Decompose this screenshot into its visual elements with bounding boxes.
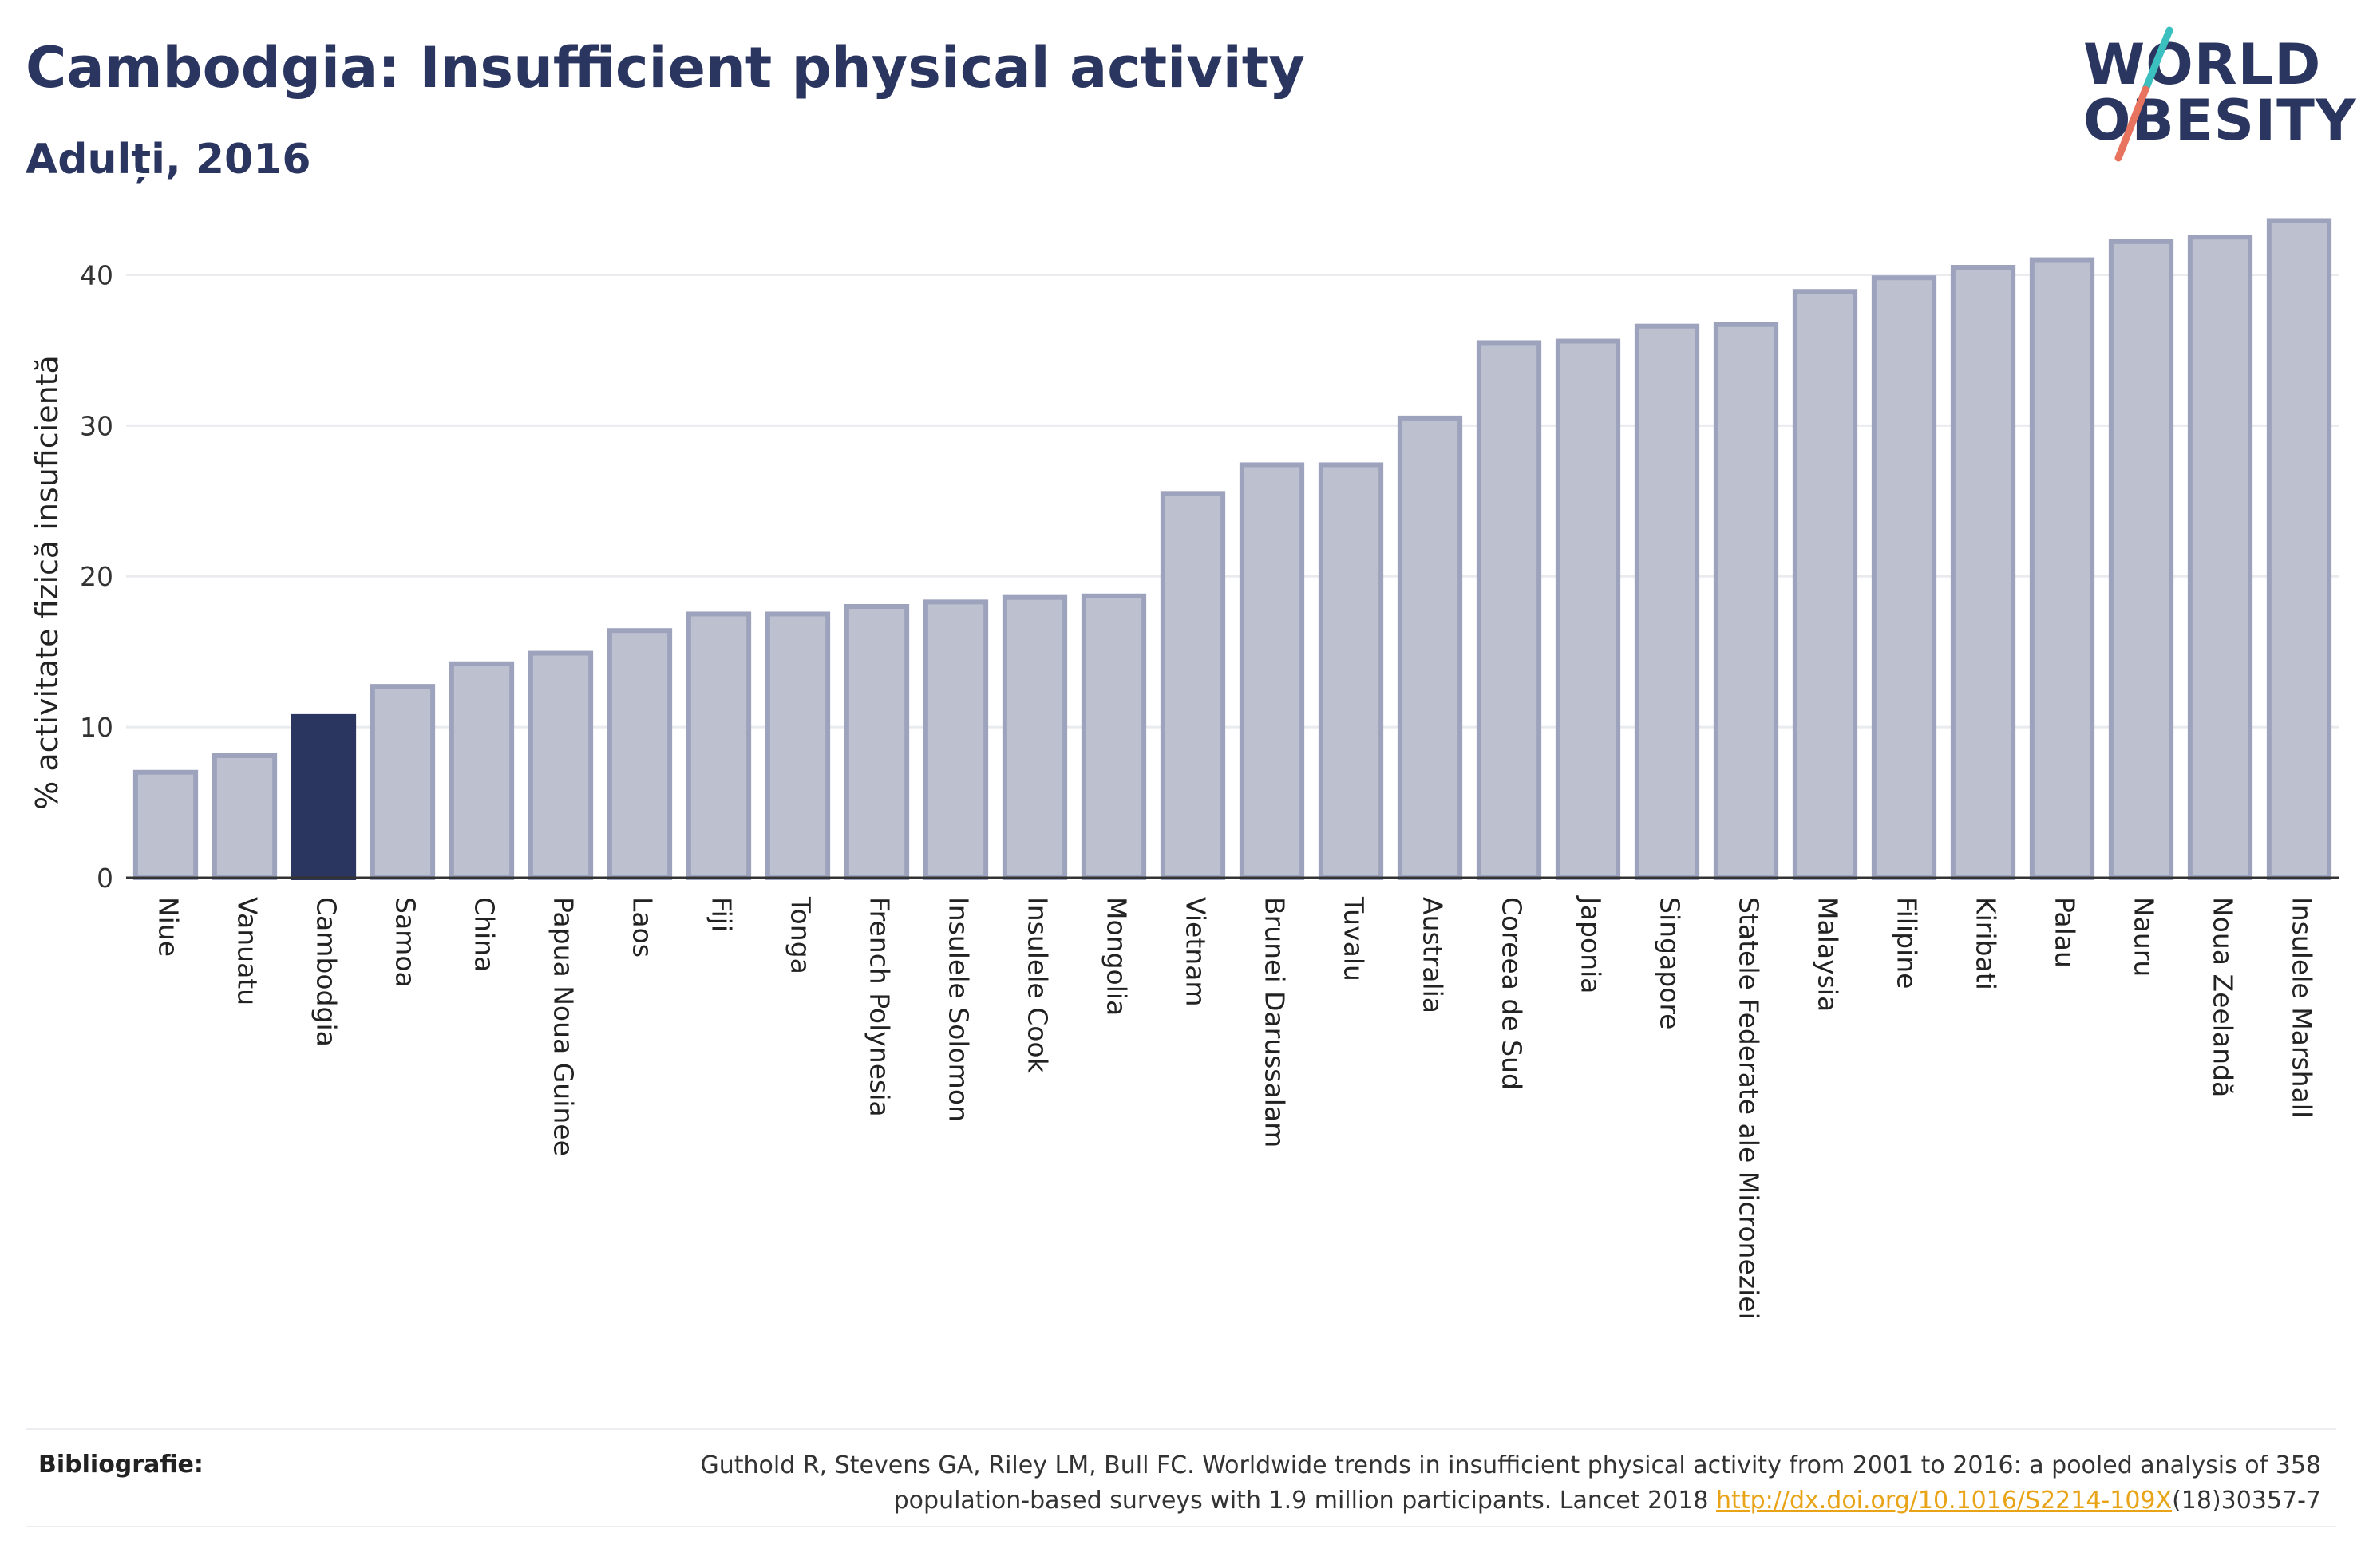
x-tick-label: Cambodgia [311, 897, 342, 1047]
logo-text-obesity: OBESITY [2083, 88, 2357, 153]
bibliography-label: Bibliografie: [38, 1451, 204, 1479]
x-tick-label: Nauru [2129, 897, 2160, 977]
y-tick-label: 10 [80, 712, 113, 743]
bar [2029, 257, 2095, 880]
bar-chart: 0 10 20 30 40 % activitate fizică insuficient… [30, 218, 2339, 1320]
bar [1318, 462, 1384, 880]
bar [370, 684, 436, 880]
x-tick-label: Insulele Marshall [2287, 897, 2318, 1118]
y-axis-title: % activitate fizică insuficientă [30, 355, 65, 810]
chart-subtitle: Adulți, 2016 [26, 136, 311, 184]
bar [607, 628, 673, 880]
x-tick-label: Coreea de Sud [1497, 897, 1528, 1090]
x-tick-label: Palau [2050, 897, 2081, 968]
x-tick-label: Tuvalu [1339, 896, 1370, 981]
y-tick-label: 40 [80, 259, 113, 290]
x-tick-label: Malaysia [1813, 897, 1844, 1012]
y-tick-label: 30 [80, 410, 113, 441]
x-tick-label: Tonga [785, 896, 817, 974]
bibliography-line-1: Guthold R, Stevens GA, Riley LM, Bull FC… [700, 1451, 2321, 1479]
bar [765, 611, 831, 880]
x-tick-label: Vietnam [1180, 897, 1212, 1007]
bar [2266, 218, 2332, 880]
x-tick-label: Mongolia [1101, 897, 1133, 1016]
x-tick-label: Japonia [1576, 895, 1607, 993]
x-tick-label: Brunei Darussalam [1260, 897, 1291, 1147]
x-tick-label: Insulele Cook [1022, 897, 1054, 1074]
x-tick-label: Filipine [1892, 897, 1923, 989]
x-tick-label: Fiji [706, 897, 738, 932]
bar [1792, 289, 1858, 880]
bar [1239, 462, 1305, 880]
y-tick-label: 0 [97, 863, 113, 894]
bar [212, 753, 278, 880]
bar [1002, 594, 1068, 881]
bar [923, 599, 989, 880]
bibliography-line-2-suffix: (18)30357-7 [2172, 1487, 2321, 1515]
y-tick-label: 20 [80, 561, 113, 592]
x-tick-label: Noua Zeelandă [2208, 897, 2239, 1097]
x-tick-label: Kiribati [1971, 897, 2002, 990]
bar [1081, 593, 1147, 880]
bar [1160, 491, 1226, 880]
x-tick-label: China [469, 897, 500, 972]
x-tick-label: Papua Noua Guinee [548, 897, 579, 1156]
bar [1555, 338, 1621, 880]
bar [1476, 340, 1542, 880]
chart-title: Cambodgia: Insufficient physical activit… [26, 35, 1305, 101]
bar [1713, 322, 1779, 880]
bar [1397, 415, 1463, 880]
x-tick-label: Samoa [390, 897, 421, 988]
bar [132, 769, 199, 880]
logo-slash-icon [2114, 26, 2173, 162]
bar [1634, 323, 1700, 880]
bar [1950, 265, 2016, 880]
bar [2187, 235, 2253, 880]
bibliography-divider-top [26, 1428, 2336, 1430]
bibliography-line-2-prefix: population-based surveys with 1.9 millio… [893, 1487, 1717, 1515]
bar [1871, 275, 1937, 880]
world-obesity-logo: WORLD OBESITY [2083, 24, 2356, 168]
bar [291, 713, 357, 881]
x-tick-label: Singapore [1655, 897, 1686, 1029]
x-tick-label: Statele Federate ale Microneziei [1734, 897, 1765, 1320]
bibliography-line-2: population-based surveys with 1.9 millio… [485, 1483, 2321, 1519]
bar [844, 604, 910, 880]
bar [686, 611, 752, 880]
bar [528, 650, 594, 880]
x-tick-label: Australia [1418, 897, 1449, 1013]
bar [449, 661, 515, 880]
x-tick-label: Niue [153, 897, 184, 957]
x-tick-label: Vanuatu [232, 897, 263, 1005]
bibliography-doi-link[interactable]: http://dx.doi.org/10.1016/S2214-109X [1716, 1487, 2173, 1515]
bibliography-text: Guthold R, Stevens GA, Riley LM, Bull FC… [485, 1448, 2321, 1519]
x-tick-label: French Polynesia [864, 897, 896, 1117]
bar [2108, 239, 2174, 880]
logo-text-world: WORLD [2083, 32, 2322, 97]
x-tick-label: Insulele Solomon [943, 897, 975, 1122]
x-tick-label: Laos [627, 897, 658, 958]
bibliography-divider-bottom [26, 1526, 2336, 1527]
